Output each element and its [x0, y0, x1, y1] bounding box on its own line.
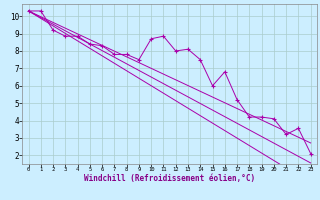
X-axis label: Windchill (Refroidissement éolien,°C): Windchill (Refroidissement éolien,°C) — [84, 174, 255, 183]
